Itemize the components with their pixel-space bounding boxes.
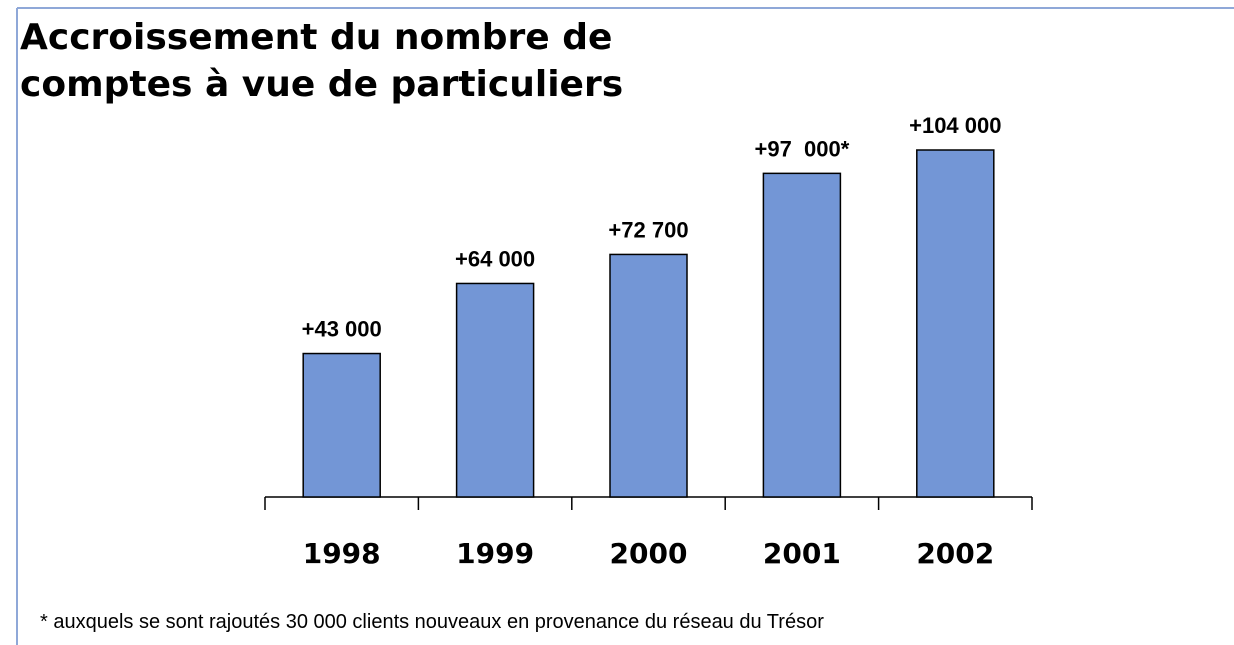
footnote: * auxquels se sont rajoutés 30 000 clien… — [40, 611, 824, 633]
value-label: +72 700 — [608, 217, 688, 242]
bar — [916, 149, 995, 498]
bar — [762, 172, 842, 498]
value-label: +97 000* — [754, 136, 849, 161]
chart-title: Accroissement du nombre de comptes à vue… — [20, 17, 624, 105]
value-label: +64 000 — [455, 246, 535, 271]
x-tick-label: 1998 — [303, 537, 381, 570]
value-label: +43 000 — [302, 317, 382, 342]
bar — [609, 253, 688, 498]
bar — [302, 352, 381, 498]
value-label: +104 000 — [909, 113, 1001, 138]
x-tick-label: 2002 — [916, 537, 994, 570]
bar — [455, 282, 535, 498]
x-tick-label: 2001 — [763, 537, 841, 570]
x-tick-label: 1999 — [456, 537, 534, 570]
x-tick-label: 2000 — [610, 537, 688, 570]
